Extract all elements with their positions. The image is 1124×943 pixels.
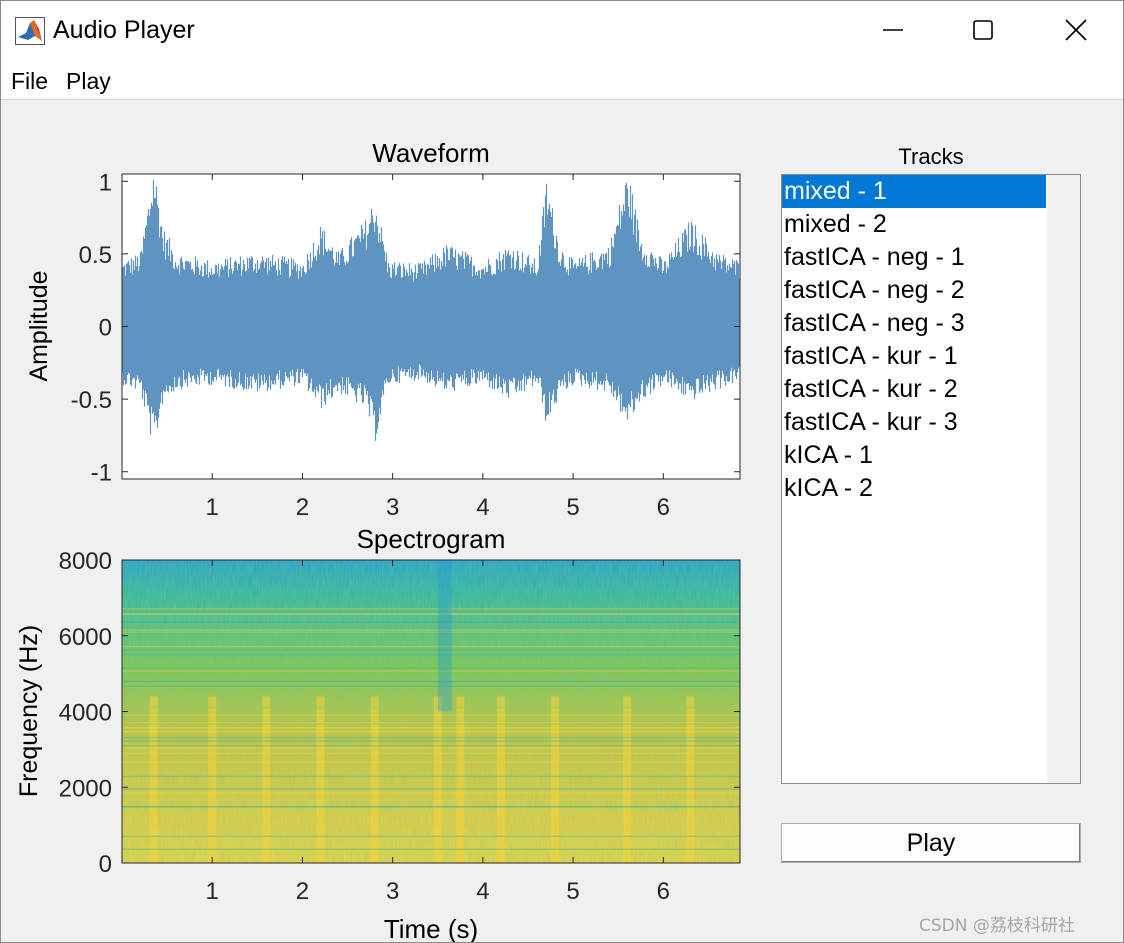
spectrogram-ytick-label: 4000 [59,700,112,727]
spectrogram-title: Spectrogram [357,524,506,554]
plots-area: Waveform 1 2 3 4 5 6 1 0.5 0 -0.5 -1 Amplitude Spe… [15,138,741,942]
listbox-scrollbar[interactable] [1047,175,1080,783]
spectrogram-heatmap [122,560,740,863]
track-item[interactable]: fastICA - kur - 3 [784,408,958,436]
waveform-ytick-label: 0.5 [79,242,112,269]
title-bar: Audio Player [1,1,1123,61]
track-item[interactable]: fastICA - neg - 1 [784,243,965,271]
waveform-xtick-label: 6 [657,494,670,521]
menu-file[interactable]: File [11,68,49,94]
matlab-logo-icon [15,17,45,45]
spectrogram-ytick-label: 0 [99,851,112,878]
track-item[interactable]: kICA - 1 [784,441,873,469]
maximize-icon[interactable] [960,11,1006,51]
waveform-xtick-label: 4 [476,494,489,521]
waveform-ytick-label: 0 [99,315,112,342]
waveform-xtick-label: 1 [206,494,219,521]
tracks-label: Tracks [898,144,964,169]
spectrogram-xtick-label: 2 [296,878,309,905]
track-item[interactable]: mixed - 2 [784,210,887,238]
waveform-ytick-label: 1 [99,169,112,196]
window-title: Audio Player [53,16,195,44]
track-item[interactable]: kICA - 2 [784,474,873,502]
spectrogram-ytick-label: 8000 [59,548,112,575]
play-button[interactable]: Play [781,823,1081,863]
track-item[interactable]: fastICA - neg - 2 [784,276,965,304]
track-item[interactable]: mixed - 1 [782,175,1046,208]
waveform-xtick-label: 5 [566,494,579,521]
menu-play[interactable]: Play [66,68,111,94]
waveform-xtick-label: 3 [386,494,399,521]
spectrogram-ylabel: Frequency (Hz) [15,625,43,797]
spectrogram-xtick-label: 3 [386,878,399,905]
spectrogram-xtick-label: 4 [476,878,489,905]
menu-bar: File Play [1,61,1123,100]
waveform-ytick-label: -0.5 [71,387,112,414]
close-icon[interactable] [1053,11,1099,51]
waveform-xtick-label: 2 [296,494,309,521]
spectrogram-xlabel: Time (s) [384,914,478,942]
track-item[interactable]: fastICA - kur - 1 [784,342,958,370]
spectrogram-xtick-label: 6 [657,878,670,905]
track-item[interactable]: fastICA - neg - 3 [784,309,965,337]
waveform-title: Waveform [372,138,490,168]
waveform-ytick-label: -1 [91,460,112,487]
track-item[interactable]: fastICA - kur - 2 [784,375,958,403]
waveform-ylabel: Amplitude [25,270,53,381]
spectrogram-xtick-label: 1 [206,878,219,905]
spectrogram-xtick-label: 5 [566,878,579,905]
spectrogram-ytick-label: 6000 [59,624,112,651]
watermark: CSDN @荔枝科研社 [919,916,1075,936]
minimize-icon[interactable] [870,11,916,51]
spectrogram-ytick-label: 2000 [59,775,112,802]
tracks-listbox[interactable]: mixed - 1 mixed - 2 fastICA - neg - 1 fastI… [781,174,1081,784]
